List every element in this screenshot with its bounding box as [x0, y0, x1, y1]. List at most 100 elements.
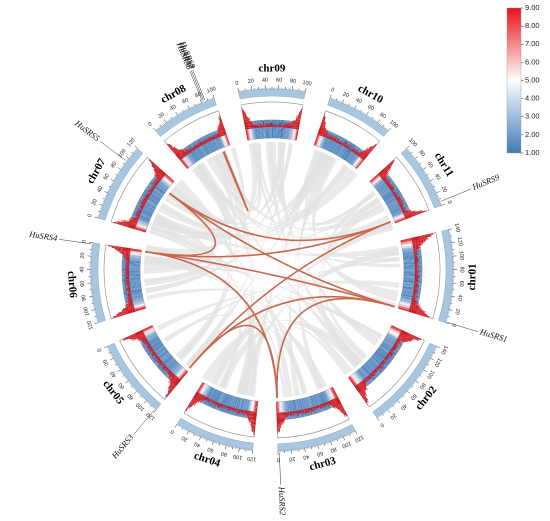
minor-tick — [102, 201, 105, 202]
heatmap-cell — [299, 399, 304, 417]
histogram-bar — [387, 184, 390, 186]
histogram-bar — [363, 379, 366, 383]
histogram-bar — [351, 148, 354, 152]
heatmap-cell — [362, 366, 375, 380]
minor-tick — [434, 349, 436, 351]
minor-tick — [178, 113, 180, 115]
histogram-bar — [236, 408, 238, 412]
histogram-bar — [151, 188, 154, 191]
tick-label: 40 — [354, 97, 362, 105]
histogram-bar — [368, 375, 373, 380]
histogram-bar — [149, 159, 166, 175]
heatmap-cell — [325, 132, 334, 150]
histogram-bar — [385, 356, 389, 359]
histogram-bar — [120, 221, 136, 227]
histogram-bar — [354, 151, 357, 154]
histogram-bar — [244, 410, 246, 414]
heatmap-cell — [382, 188, 399, 199]
minor-tick — [423, 169, 425, 172]
histogram-bar — [128, 304, 134, 306]
histogram-bar — [348, 148, 349, 150]
histogram-bar — [398, 335, 411, 342]
histogram-bar — [353, 149, 357, 153]
heatmap-cell — [295, 399, 300, 418]
histogram-bar — [231, 407, 233, 410]
histogram-bar — [127, 287, 131, 289]
histogram-bar — [257, 123, 259, 128]
histogram-bar — [362, 146, 374, 160]
histogram-bar — [167, 368, 170, 372]
tick-label: 60 — [80, 280, 86, 287]
histogram-bar — [380, 168, 391, 177]
histogram-bar — [127, 294, 132, 296]
minor-tick — [334, 439, 336, 442]
minor-tick — [359, 110, 361, 112]
histogram-bar — [380, 363, 381, 365]
histogram-bar — [414, 258, 419, 260]
histogram-bar — [222, 404, 224, 406]
histogram-bar — [414, 253, 419, 255]
histogram-bar — [157, 179, 160, 182]
histogram-bar — [162, 366, 167, 371]
histogram-bar — [216, 401, 218, 404]
histogram-bar — [307, 408, 309, 411]
minor-tick — [106, 193, 108, 195]
tick-label: 40 — [262, 77, 268, 83]
histogram-bar — [155, 183, 158, 185]
minor-tick — [367, 114, 369, 117]
minor-tick — [107, 189, 110, 191]
histogram-bar — [384, 178, 389, 182]
histogram-bar — [381, 174, 387, 179]
tick-label: 40 — [399, 402, 408, 411]
minor-tick — [132, 151, 135, 153]
histogram-bar — [141, 204, 145, 207]
histogram-bar — [153, 356, 159, 360]
histogram-bar — [354, 149, 357, 154]
histogram-bar — [151, 164, 165, 176]
minor-tick — [137, 392, 140, 394]
histogram-bar — [169, 375, 177, 383]
histogram-bar — [414, 255, 417, 257]
minor-tick — [390, 406, 392, 409]
heatmap-cell — [207, 389, 216, 406]
histogram-bar — [123, 331, 143, 341]
histogram-bar — [388, 351, 393, 355]
histogram-bar — [155, 358, 160, 362]
heatmap-cell — [316, 394, 323, 412]
histogram-bar — [349, 148, 351, 150]
tick-mark — [238, 447, 240, 453]
histogram-bar — [156, 178, 161, 182]
histogram-bar — [141, 337, 147, 341]
histogram-bar — [379, 165, 392, 177]
heatmap-cell — [191, 143, 202, 159]
minor-tick — [440, 203, 443, 205]
histogram-bar — [284, 412, 286, 419]
histogram-bar — [182, 150, 187, 156]
histogram-bar — [154, 181, 158, 185]
heatmap-cell — [403, 266, 422, 268]
histogram-bar — [354, 386, 368, 405]
minor-tick — [128, 156, 131, 158]
histogram-bar — [399, 203, 403, 205]
tick-mark — [94, 315, 98, 317]
histogram-bar — [126, 260, 130, 262]
histogram-bar — [116, 221, 136, 228]
histogram-bar — [121, 307, 135, 312]
minor-tick — [204, 100, 206, 102]
tick-mark — [102, 198, 106, 200]
histogram-bar — [320, 404, 322, 408]
histogram-bar — [141, 199, 147, 203]
histogram-bar — [399, 334, 412, 341]
minor-tick — [381, 124, 383, 127]
histogram-bar — [152, 186, 155, 189]
heatmap-cell — [122, 262, 141, 265]
minor-tick — [151, 405, 153, 408]
heatmap-cell — [383, 189, 399, 200]
heatmap-cell — [150, 347, 166, 359]
heatmap-cell — [124, 293, 143, 298]
histogram-bar — [395, 196, 400, 199]
minor-tick — [187, 108, 189, 110]
minor-tick — [205, 99, 207, 102]
histogram-bar — [298, 410, 300, 414]
histogram-bar — [408, 311, 429, 318]
